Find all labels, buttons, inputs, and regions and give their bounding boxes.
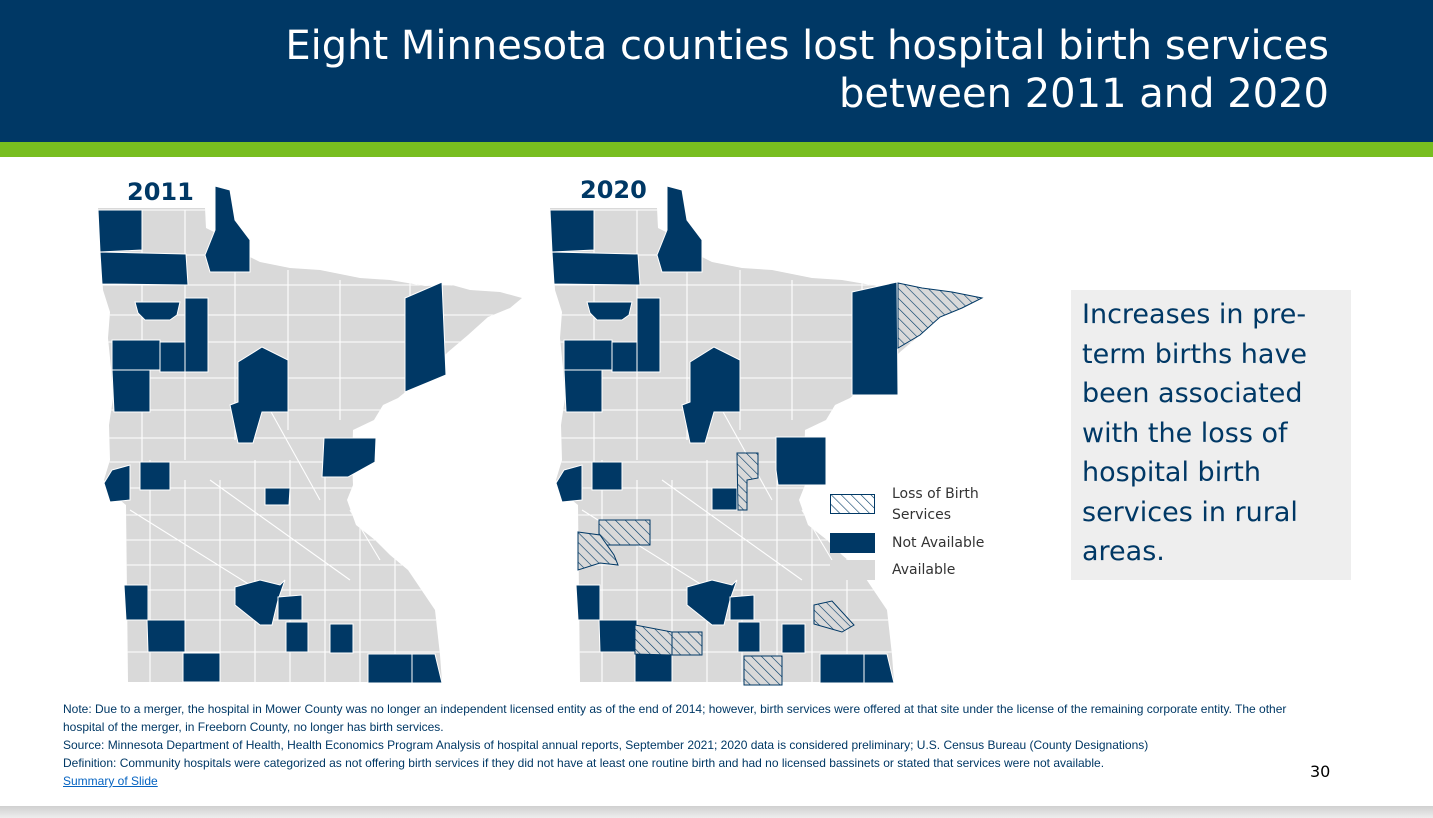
county-loss (897, 282, 984, 349)
callout-box: Increases in pre-term births have been a… (1071, 290, 1351, 580)
definition-text: Definition: Community hospitals were cat… (63, 756, 1105, 770)
county-not-available (591, 461, 623, 491)
legend-label-loss-line1: Loss of Birth (892, 486, 979, 502)
legend-swatch-not-available (830, 533, 875, 553)
county-not-available (146, 619, 186, 653)
county-not-available (182, 652, 221, 683)
county-not-available (611, 341, 638, 373)
county-not-available (204, 185, 251, 273)
legend-swatch-available (830, 560, 875, 580)
county-not-available (139, 461, 171, 491)
county-not-available (97, 209, 143, 253)
county-not-available (586, 301, 633, 321)
county-not-available (134, 301, 181, 321)
county-not-available (111, 369, 151, 413)
county-loss (671, 631, 703, 656)
county-not-available (555, 464, 583, 503)
callout-text: Increases in pre-term births have been a… (1082, 299, 1308, 567)
county-not-available (123, 584, 149, 621)
county-not-available (549, 209, 595, 253)
county-not-available (711, 487, 738, 511)
summary-of-slide-link[interactable]: Summary of Slide (63, 774, 158, 788)
header-banner: Eight Minnesota counties lost hospital b… (0, 0, 1433, 142)
county-not-available (737, 621, 761, 653)
county-not-available (411, 653, 443, 684)
minnesota-map-2011 (97, 185, 522, 684)
county-not-available (851, 281, 899, 396)
county-not-available (636, 297, 661, 373)
bottom-edge (0, 806, 1433, 818)
county-not-available (575, 584, 601, 621)
map-label-2020: 2020 (580, 176, 647, 204)
notes-section: Note: Due to a merger, the hospital in M… (63, 700, 1308, 790)
county-loss (577, 531, 619, 571)
county-not-available (781, 623, 806, 654)
legend-swatch-loss (830, 494, 875, 514)
county-not-available (285, 621, 309, 653)
counties-loss-2020 (577, 282, 984, 686)
legend-label-loss: Loss of Birth Services (892, 484, 979, 526)
county-not-available (329, 623, 354, 654)
county-not-available (103, 464, 131, 503)
counties-not-available-2020 (549, 185, 899, 684)
county-not-available (598, 619, 638, 653)
county-not-available (404, 281, 447, 393)
county-not-available (863, 653, 895, 684)
counties-not-available-2011 (97, 185, 447, 684)
county-not-available (99, 251, 189, 286)
county-not-available (819, 653, 865, 684)
source-text: Source: Minnesota Department of Health, … (63, 738, 1149, 752)
county-not-available (656, 185, 703, 273)
county-loss (598, 519, 651, 546)
county-not-available (551, 251, 641, 286)
county-not-available (681, 346, 741, 444)
note-text: Note: Due to a merger, the hospital in M… (63, 702, 1287, 734)
county-not-available (321, 437, 377, 478)
county-not-available (634, 652, 673, 683)
minnesota-map-2020 (549, 185, 984, 686)
county-not-available (111, 339, 161, 371)
legend-label-loss-line2: Services (892, 507, 952, 523)
county-not-available (729, 594, 755, 621)
slide-title: Eight Minnesota counties lost hospital b… (285, 23, 1329, 117)
map-label-2011: 2011 (127, 178, 194, 206)
page-number: 30 (1310, 762, 1331, 781)
county-not-available (184, 297, 209, 373)
county-not-available (159, 341, 186, 373)
legend-label-not-available: Not Available (892, 535, 985, 551)
county-not-available (277, 594, 303, 621)
county-not-available (563, 339, 613, 371)
county-not-available (775, 436, 827, 486)
county-loss (743, 655, 783, 686)
county-not-available (563, 369, 603, 413)
county-loss (736, 452, 759, 511)
accent-bar (0, 142, 1433, 157)
county-not-available (264, 487, 291, 506)
county-loss (813, 600, 855, 633)
map-legend: Loss of Birth Services Not Available Ava… (830, 484, 1030, 584)
county-not-available (367, 653, 413, 684)
county-not-available (229, 346, 289, 444)
legend-label-available: Available (892, 562, 956, 578)
